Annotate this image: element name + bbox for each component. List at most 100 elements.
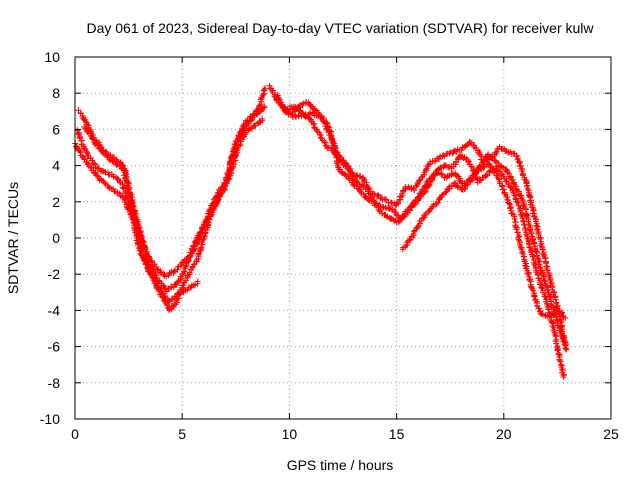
y-tick-label: -10 <box>40 411 60 427</box>
data-point <box>75 131 82 137</box>
data-point <box>191 239 198 245</box>
x-tick-label: 10 <box>282 426 298 442</box>
data-point <box>197 230 204 237</box>
data-point <box>197 229 204 236</box>
data-point <box>261 86 268 93</box>
data-point <box>262 85 268 92</box>
data-point <box>101 168 108 175</box>
series-track-8 <box>399 160 569 321</box>
data-point <box>500 186 507 193</box>
data-point <box>533 222 540 229</box>
x-tick-label: 0 <box>71 426 79 442</box>
y-tick-label: -2 <box>48 266 61 282</box>
data-point <box>534 272 541 278</box>
data-point <box>282 104 289 111</box>
data-point <box>530 236 537 243</box>
data-point <box>342 172 349 179</box>
data-point <box>556 357 563 364</box>
x-tick-label: 25 <box>603 426 619 442</box>
y-tick-label: -6 <box>48 339 61 355</box>
data-point <box>166 307 173 314</box>
data-point <box>126 186 133 193</box>
data-point <box>211 199 218 206</box>
data-point <box>422 166 429 173</box>
data-point <box>527 244 534 251</box>
y-tick-label: 0 <box>52 230 60 246</box>
data-point <box>530 207 537 214</box>
y-tick-label: 8 <box>52 85 60 101</box>
data-point <box>185 258 192 264</box>
data-point <box>259 115 266 122</box>
data-point <box>360 191 367 198</box>
data-point <box>517 162 524 169</box>
data-point <box>519 249 526 256</box>
chart-title: Day 061 of 2023, Sidereal Day-to-day VTE… <box>86 20 594 36</box>
data-point <box>514 229 521 236</box>
data-point <box>414 194 421 201</box>
data-point <box>486 161 493 168</box>
data-point <box>557 358 564 365</box>
data-point <box>202 217 209 224</box>
y-tick-label: 2 <box>52 194 60 210</box>
x-tick-label: 15 <box>389 426 405 442</box>
data-point <box>525 271 532 278</box>
series-track-4 <box>81 115 266 295</box>
data-point <box>460 155 467 162</box>
data-point <box>544 286 551 293</box>
data-point <box>391 208 398 215</box>
x-tick-label: 5 <box>178 426 186 442</box>
data-point <box>509 177 516 183</box>
y-axis-label: SDTVAR / TECUs <box>5 182 21 294</box>
data-point <box>350 173 357 180</box>
data-point <box>149 263 155 270</box>
x-tick-label: 20 <box>496 426 512 442</box>
ticks: 0 5 10 15 20 25 -10 -8 -6 -4 -2 0 2 4 6 8 10 <box>40 49 619 442</box>
data-point <box>410 228 417 235</box>
data-point <box>542 255 549 262</box>
data-point <box>379 203 386 210</box>
data-point <box>261 103 268 110</box>
data-point <box>248 117 255 124</box>
data-point <box>186 252 193 259</box>
data-point <box>179 272 186 278</box>
data-point <box>518 168 525 175</box>
data-point <box>557 327 564 334</box>
data-point <box>514 198 521 205</box>
grid <box>75 57 611 419</box>
data-point <box>388 199 394 206</box>
data-point <box>538 284 545 291</box>
data-point <box>128 191 135 198</box>
data-point <box>465 158 472 165</box>
data-point <box>563 341 570 348</box>
data-point <box>541 277 548 284</box>
data-point <box>535 305 542 312</box>
data-point <box>321 139 328 146</box>
data-point <box>535 261 542 268</box>
data-point <box>531 293 538 300</box>
data-point <box>552 310 559 317</box>
data-point <box>130 202 137 209</box>
data-point <box>558 310 565 317</box>
data-point <box>524 186 531 193</box>
y-tick-label: 10 <box>44 49 60 65</box>
data-point <box>561 339 568 346</box>
data-point <box>530 253 537 260</box>
data-point <box>279 101 285 108</box>
data-point <box>544 267 551 274</box>
data-point <box>225 176 232 183</box>
data-point <box>345 175 352 182</box>
data-point <box>498 163 505 170</box>
data-point <box>213 193 220 200</box>
data-point <box>496 168 503 175</box>
data-point <box>174 266 181 273</box>
data-point <box>424 179 431 186</box>
data-point <box>142 261 149 268</box>
data-point <box>560 374 567 380</box>
data-point <box>83 125 90 132</box>
data-point <box>376 207 383 213</box>
data-point <box>171 268 178 275</box>
data-point <box>515 236 522 243</box>
data-point <box>526 244 533 250</box>
data-point <box>511 215 518 222</box>
y-tick-label: -8 <box>48 375 61 391</box>
